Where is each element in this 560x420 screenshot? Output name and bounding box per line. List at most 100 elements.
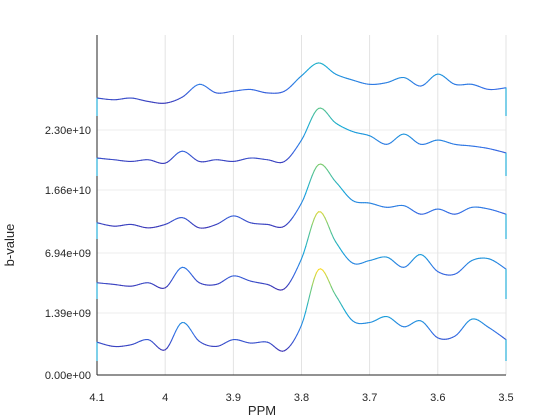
series-segment (460, 326, 464, 331)
series-segment (290, 152, 294, 157)
y-tick-label: 1.39e+09 (45, 308, 91, 320)
series-line (96, 211, 507, 299)
tick-labels: 4.1 4 3.9 3.8 3.7 3.6 3.5 0.00e+00 1.39e+09 6.94e… (45, 125, 514, 404)
series-segment (332, 237, 337, 243)
series-segment (292, 213, 296, 218)
series-segment (309, 285, 313, 295)
series-segment (426, 258, 430, 263)
series-segment (300, 318, 305, 326)
series-segment (168, 279, 173, 285)
series-segment (313, 166, 317, 172)
series-segment (292, 272, 296, 278)
series-segment (292, 337, 296, 343)
series-segment (194, 335, 198, 340)
series-segment (168, 339, 173, 346)
series-segment (339, 247, 343, 252)
series-segment (326, 221, 330, 229)
series-segment (311, 170, 315, 177)
series-segment (326, 276, 330, 283)
series-segment (175, 326, 179, 332)
series-segment (303, 131, 307, 137)
series-segment (298, 258, 303, 265)
series-segment (290, 276, 294, 282)
series-segment (343, 191, 347, 196)
series-segment (307, 121, 311, 128)
series-segment (313, 272, 317, 279)
series-segment (298, 139, 303, 144)
series-segment (171, 335, 175, 341)
series-segment (303, 310, 307, 320)
x-tick-label: 3.6 (430, 392, 445, 404)
x-tick-label: 3.8 (294, 392, 309, 404)
series-segment (305, 302, 309, 312)
series-segment (328, 281, 332, 288)
x-tick-label: 3.7 (362, 392, 377, 404)
series-segment (347, 315, 352, 320)
series-segment (300, 135, 305, 141)
series-segment (296, 142, 300, 148)
series-line (96, 268, 507, 361)
series-segment (426, 325, 430, 330)
series-segment (294, 267, 298, 274)
series-segment (430, 264, 435, 269)
series-segment (341, 250, 345, 255)
series-segment (177, 323, 181, 328)
series-segment (335, 241, 339, 246)
series-segment (307, 231, 311, 240)
series-segment (343, 253, 347, 258)
series-segment (313, 109, 317, 114)
y-tick-label: 6.94e+09 (45, 248, 91, 260)
series-segment (290, 216, 294, 221)
y-axis-label: b-value (2, 224, 17, 267)
series-segment (309, 116, 313, 123)
series-segment (296, 263, 300, 269)
series-segment (309, 175, 313, 182)
series-segment (328, 172, 332, 177)
series-segment (458, 329, 462, 333)
series-segment (166, 344, 170, 349)
y-tick-label: 1.66e+10 (45, 185, 91, 197)
series-segment (303, 192, 307, 200)
series-line (96, 107, 507, 176)
series-line (96, 163, 507, 239)
series-segment (300, 252, 305, 260)
series-segment (311, 277, 315, 287)
series-segment (337, 183, 341, 188)
series-segment (311, 217, 315, 226)
series-segment (332, 178, 337, 183)
series-segment (326, 169, 330, 174)
series-segment (335, 294, 339, 300)
series-segment (307, 180, 311, 188)
series-layer (96, 62, 507, 361)
series-segment (428, 261, 432, 266)
series-segment (288, 280, 292, 285)
series-line (96, 62, 507, 116)
series-segment (188, 270, 192, 275)
y-tick-label: 0.00e+00 (45, 370, 91, 382)
series-segment (337, 244, 341, 249)
series-segment (173, 330, 177, 337)
series-segment (175, 270, 179, 275)
series-segment (332, 290, 337, 296)
series-segment (296, 329, 300, 335)
series-segment (303, 245, 307, 254)
series-segment (430, 331, 435, 335)
series-segment (504, 338, 507, 341)
series-segment (294, 146, 298, 151)
series-segment (343, 308, 347, 314)
series-segment (296, 206, 300, 212)
series-segment (326, 112, 330, 117)
x-axis-label: PPM (248, 403, 276, 418)
series-segment (324, 217, 328, 224)
x-tick-label: 3.5 (498, 392, 513, 404)
series-segment (322, 213, 326, 219)
series-segment (313, 213, 317, 220)
axes (96, 35, 506, 376)
series-segment (462, 323, 467, 328)
series-segment (294, 209, 298, 215)
series-segment (192, 332, 196, 338)
x-tick-label: 3.9 (226, 392, 241, 404)
series-segment (328, 227, 332, 234)
series-segment (305, 238, 309, 247)
x-tick-label: 4 (162, 392, 168, 404)
